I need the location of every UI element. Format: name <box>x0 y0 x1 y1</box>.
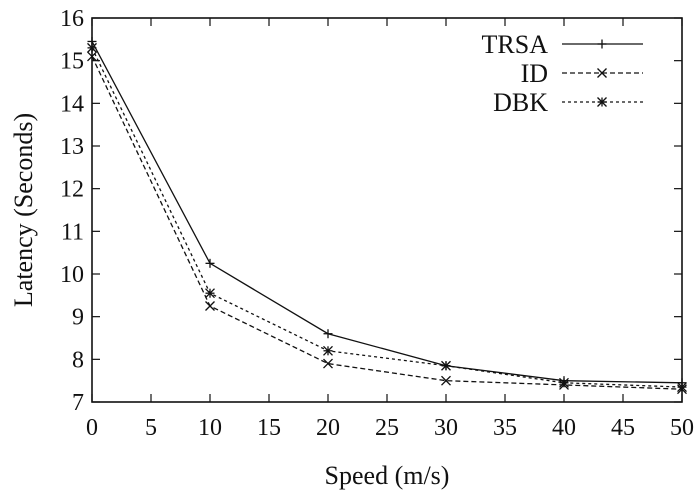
y-tick-label: 16 <box>60 6 84 32</box>
x-tick-label: 5 <box>145 415 157 441</box>
data-point-dbk <box>677 382 687 393</box>
series-line-trsa <box>91 41 683 384</box>
x-axis-label: Speed (m/s) <box>325 461 450 490</box>
data-point-dbk <box>205 288 215 299</box>
y-tick-label: 11 <box>61 219 84 245</box>
axes: 0 5 10 15 20 25 30 35 40 45 50 7 8 9 10 11 12 13 14 15 16 <box>60 6 694 441</box>
series-id <box>87 51 687 395</box>
x-tick-label: 45 <box>611 415 635 441</box>
x-tick-label: 20 <box>316 415 340 441</box>
legend-label-dbk: DBK <box>493 88 548 117</box>
y-tick-label: 15 <box>60 49 84 75</box>
x-tick-label: 35 <box>493 415 517 441</box>
data-point-dbk <box>559 377 569 388</box>
y-axis-label: Latency (Seconds) <box>9 113 38 307</box>
y-tick-label: 9 <box>72 305 84 331</box>
x-tick-label: 30 <box>434 415 458 441</box>
series-trsa <box>87 36 687 388</box>
data-point-dbk <box>323 345 333 356</box>
data-point-dbk <box>87 42 97 53</box>
legend-label-trsa: TRSA <box>482 30 549 59</box>
x-tick-label: 10 <box>198 415 222 441</box>
y-tick-label: 13 <box>60 134 84 160</box>
legend-marker-dbk <box>597 97 607 107</box>
x-tick-label: 25 <box>375 415 399 441</box>
series-line-dbk <box>91 47 683 388</box>
series-lines <box>87 36 687 395</box>
data-point-id <box>323 358 333 369</box>
x-tick-label: 15 <box>257 415 281 441</box>
series-dbk <box>87 42 687 393</box>
y-tick-label: 10 <box>60 262 84 288</box>
legend-label-id: ID <box>521 59 548 88</box>
series-line-id <box>91 56 683 390</box>
data-point-id <box>441 375 451 386</box>
plot-frame <box>91 17 683 403</box>
x-tick-label: 0 <box>86 415 98 441</box>
x-tick-label: 40 <box>552 415 576 441</box>
y-tick-label: 8 <box>72 347 84 373</box>
legend-marker-id <box>597 68 607 78</box>
y-tick-label: 7 <box>72 390 84 416</box>
data-point-id <box>205 301 215 311</box>
y-tick-label: 12 <box>60 177 84 203</box>
data-point-dbk <box>441 360 451 371</box>
x-tick-label: 50 <box>670 415 694 441</box>
y-tick-label: 14 <box>60 91 84 117</box>
